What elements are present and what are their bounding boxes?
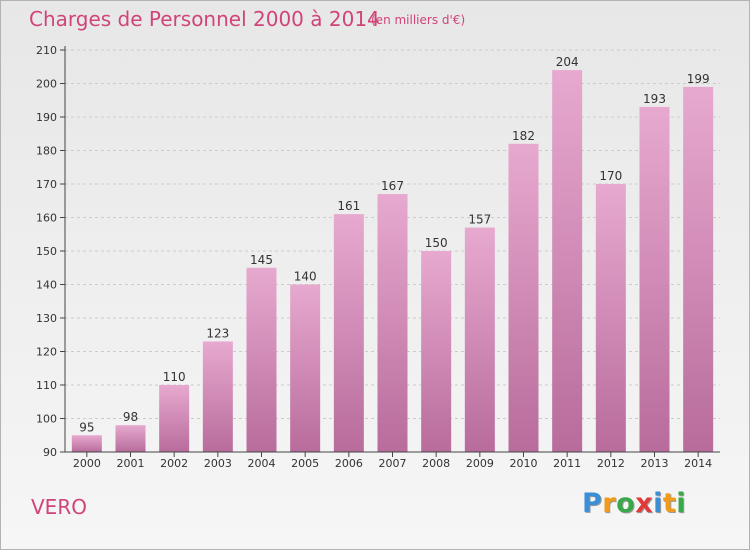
bar (464, 227, 495, 452)
proxiti-logo: Proxiti (582, 488, 686, 519)
x-tick-label: 2002 (160, 457, 188, 470)
bar-value-label: 110 (163, 370, 186, 384)
bar-value-label: 170 (599, 169, 622, 183)
y-tick-label: 180 (36, 145, 57, 158)
logo-letter: P (582, 488, 603, 519)
x-tick-label: 2001 (117, 457, 145, 470)
bar-value-label: 167 (381, 179, 404, 193)
x-tick-label: 2005 (291, 457, 319, 470)
x-tick-label: 2007 (379, 457, 407, 470)
x-tick-label: 2013 (641, 457, 669, 470)
y-tick-label: 190 (36, 111, 57, 124)
y-tick-label: 160 (36, 212, 57, 225)
bar (683, 86, 714, 452)
x-tick-label: 2010 (510, 457, 538, 470)
y-tick-label: 120 (36, 346, 57, 359)
place-label: VERO (31, 495, 87, 519)
bar (508, 143, 539, 453)
x-tick-label: 2011 (553, 457, 581, 470)
x-tick-label: 2000 (73, 457, 101, 470)
bar-value-label: 150 (425, 236, 448, 250)
bar (115, 425, 146, 452)
y-tick-label: 130 (36, 312, 57, 325)
bars (71, 70, 714, 453)
bar (421, 251, 452, 452)
bar-value-label: 95 (79, 420, 94, 434)
x-tick-label: 2006 (335, 457, 363, 470)
x-tick-label: 2003 (204, 457, 232, 470)
y-tick-label: 150 (36, 245, 57, 258)
x-tick-label: 2009 (466, 457, 494, 470)
bar (639, 106, 670, 452)
bar-value-label: 193 (643, 92, 666, 106)
bar (333, 214, 364, 452)
bar (159, 385, 190, 452)
bar-value-label: 145 (250, 253, 273, 267)
labels: 90 100 110 120 130 140 150 160 170 180 190 200 210 95… (36, 44, 712, 470)
bar-value-label: 204 (556, 55, 579, 69)
x-tick-label: 2008 (422, 457, 450, 470)
bar (552, 70, 583, 452)
bar-value-label: 161 (337, 199, 360, 213)
logo-letter: o (616, 488, 636, 519)
x-tick-label: 2012 (597, 457, 625, 470)
bar (290, 284, 321, 452)
bar (246, 267, 277, 452)
x-tick-label: 2004 (248, 457, 276, 470)
bar (202, 341, 233, 452)
y-tick-label: 100 (36, 413, 57, 426)
bar (377, 194, 408, 453)
y-tick-label: 110 (36, 379, 57, 392)
logo-letter: i (653, 488, 663, 519)
axes (60, 46, 720, 457)
chart-subtitle: (en milliers d'€) (371, 13, 466, 27)
bar-value-label: 98 (123, 410, 138, 424)
logo-letter: x (635, 488, 654, 519)
bar (71, 435, 102, 452)
y-tick-label: 140 (36, 279, 57, 292)
bar-value-label: 182 (512, 129, 535, 143)
bar (595, 184, 626, 452)
bar-value-label: 123 (206, 326, 229, 340)
logo-letter: t (662, 488, 677, 519)
y-tick-label: 90 (43, 446, 57, 459)
bar-value-label: 199 (687, 72, 710, 86)
bar-value-label: 140 (294, 270, 317, 284)
x-tick-label: 2014 (684, 457, 712, 470)
logo-letter: r (602, 488, 617, 519)
logo-letter: i (676, 488, 687, 519)
y-tick-label: 210 (36, 44, 57, 57)
y-tick-label: 170 (36, 178, 57, 191)
chart-title: Charges de Personnel 2000 à 2014 (29, 7, 380, 31)
y-tick-label: 200 (36, 78, 57, 91)
bar-value-label: 157 (468, 213, 491, 227)
